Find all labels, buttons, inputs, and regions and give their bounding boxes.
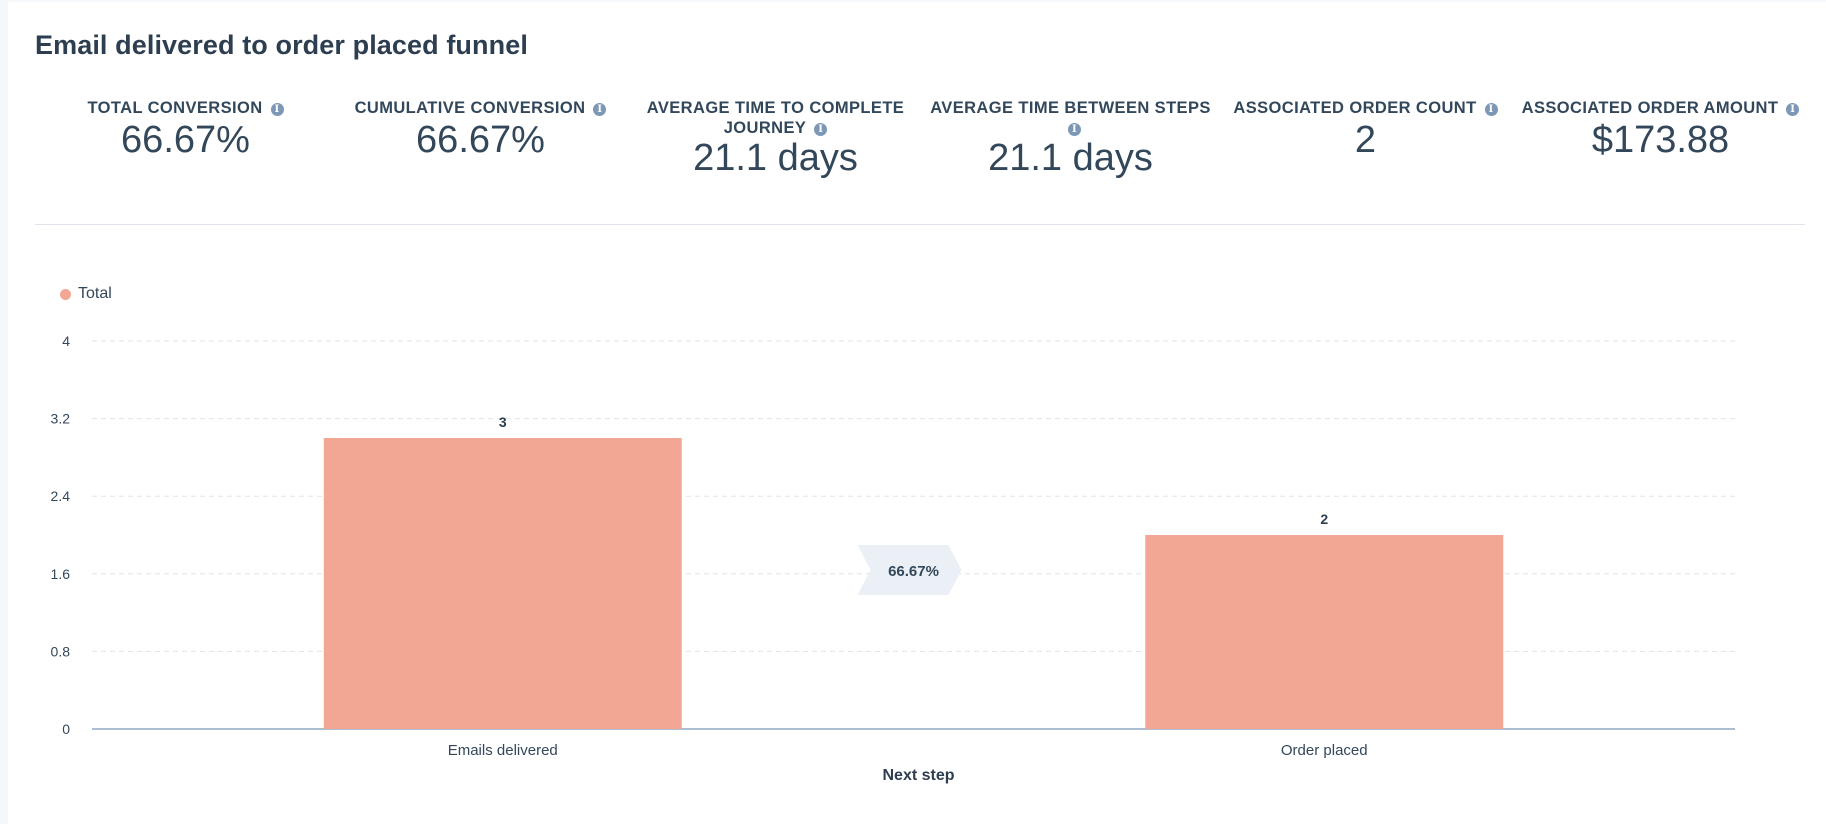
- y-tick-label: 1.6: [51, 566, 71, 582]
- y-tick-label: 2.4: [51, 488, 71, 504]
- info-icon[interactable]: i: [1068, 123, 1081, 136]
- kpi-label: AVERAGE TIME TO COMPLETE JOURNEY i: [646, 99, 905, 137]
- kpi-associated-order-count: ASSOCIATED ORDER COUNT i 2: [1218, 98, 1513, 162]
- kpi-average-time-between-steps: AVERAGE TIME BETWEEN STEPSi 21.1 days: [923, 98, 1218, 180]
- conversion-rate-label: 66.67%: [888, 563, 939, 580]
- kpi-label: ASSOCIATED ORDER AMOUNT i: [1513, 98, 1808, 118]
- legend-label: Total: [78, 285, 112, 302]
- info-icon[interactable]: i: [593, 103, 607, 116]
- kpi-cumulative-conversion: CUMULATIVE CONVERSION i 66.67%: [333, 98, 628, 162]
- kpi-associated-order-amount: ASSOCIATED ORDER AMOUNT i $173.88: [1513, 98, 1808, 162]
- kpi-label: TOTAL CONVERSION i: [38, 98, 333, 118]
- kpi-value: 21.1 days: [693, 137, 858, 179]
- kpi-value: $173.88: [1591, 119, 1730, 161]
- data-label: 2: [1320, 511, 1328, 527]
- y-tick-label: 0.8: [51, 643, 71, 659]
- kpi-row: TOTAL CONVERSION i 66.67% CUMULATIVE CONV…: [8, 98, 1826, 198]
- y-tick-label: 3.2: [51, 411, 71, 427]
- bar-order-placed[interactable]: [1145, 535, 1504, 729]
- kpi-value: 66.67%: [121, 119, 250, 161]
- kpi-average-time-to-complete: AVERAGE TIME TO COMPLETE JOURNEY i 21.1 d…: [628, 98, 923, 180]
- legend-marker: [60, 288, 71, 300]
- bar-emails-delivered[interactable]: [323, 438, 682, 729]
- conversion-tag: [857, 544, 962, 595]
- kpi-label: AVERAGE TIME BETWEEN STEPSi: [930, 99, 1211, 136]
- info-icon[interactable]: i: [270, 103, 284, 116]
- x-axis-title: Next step: [882, 767, 954, 784]
- report-title: Email delivered to order placed funnel: [35, 30, 528, 60]
- chart-legend[interactable]: Total: [60, 285, 112, 303]
- info-icon[interactable]: i: [1786, 103, 1800, 116]
- data-label: 3: [499, 414, 507, 430]
- kpi-label: ASSOCIATED ORDER COUNT i: [1218, 98, 1513, 118]
- kpi-label: CUMULATIVE CONVERSION i: [333, 98, 628, 118]
- info-icon[interactable]: i: [814, 123, 828, 136]
- x-tick-label: Emails delivered: [448, 742, 558, 759]
- x-tick-label: Order placed: [1281, 742, 1368, 759]
- divider: [35, 224, 1805, 225]
- kpi-total-conversion: TOTAL CONVERSION i 66.67%: [38, 98, 333, 162]
- funnel-bar-chart: 0 0.8 1.6 2.4 3.2 4 3 Emails delivered 2 Order pl…: [51, 333, 1735, 784]
- info-icon[interactable]: i: [1484, 103, 1498, 116]
- kpi-value: 21.1 days: [988, 137, 1153, 179]
- kpi-value: 2: [1354, 119, 1377, 161]
- y-tick-label: 4: [62, 333, 70, 349]
- kpi-value: 66.67%: [416, 119, 545, 161]
- report-card: Email delivered to order placed funnel T…: [8, 2, 1826, 824]
- y-tick-label: 0: [62, 721, 70, 737]
